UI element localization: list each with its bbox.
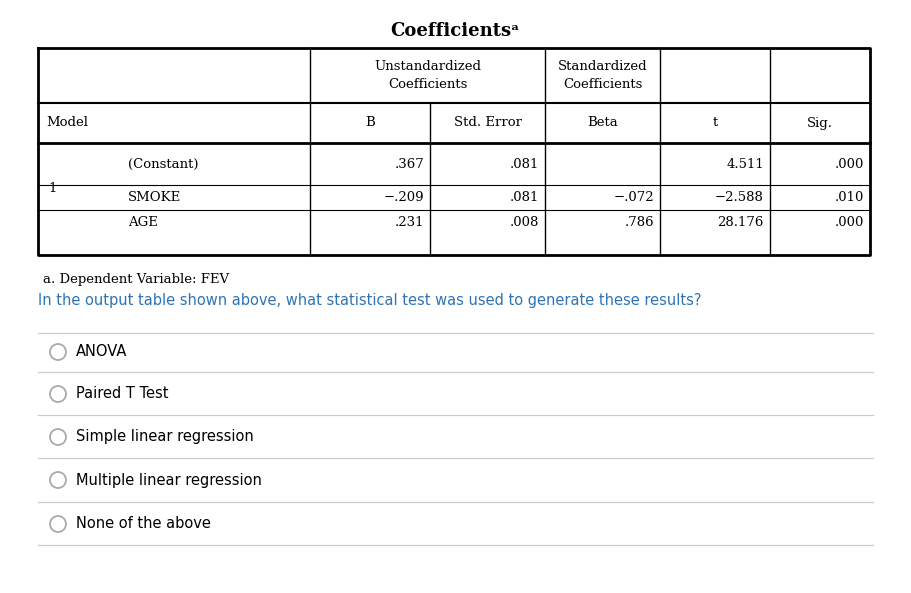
Text: .081: .081	[509, 158, 539, 171]
Text: Model: Model	[46, 116, 88, 129]
Text: Sig.: Sig.	[807, 116, 833, 129]
Text: −.209: −.209	[384, 191, 424, 204]
Text: Beta: Beta	[587, 116, 618, 129]
Text: .000: .000	[834, 216, 864, 229]
Text: Standardized
Coefficients: Standardized Coefficients	[558, 60, 648, 91]
Text: Multiple linear regression: Multiple linear regression	[76, 473, 261, 487]
Text: Coefficientsᵃ: Coefficientsᵃ	[390, 22, 520, 40]
Text: Std. Error: Std. Error	[454, 116, 521, 129]
Text: .367: .367	[394, 158, 424, 171]
Text: Simple linear regression: Simple linear regression	[76, 429, 254, 445]
Text: None of the above: None of the above	[76, 517, 210, 531]
Text: 1: 1	[48, 183, 56, 196]
Text: a. Dependent Variable: FEV: a. Dependent Variable: FEV	[43, 273, 230, 286]
Text: −2.588: −2.588	[715, 191, 764, 204]
Text: −.072: −.072	[613, 191, 654, 204]
Text: 28.176: 28.176	[718, 216, 764, 229]
Text: AGE: AGE	[128, 216, 158, 229]
Text: In the output table shown above, what statistical test was used to generate thes: In the output table shown above, what st…	[38, 293, 701, 308]
Text: .000: .000	[834, 158, 864, 171]
Text: t: t	[712, 116, 718, 129]
Text: B: B	[365, 116, 374, 129]
Text: Unstandardized
Coefficients: Unstandardized Coefficients	[374, 60, 481, 91]
Text: SMOKE: SMOKE	[128, 191, 181, 204]
Text: 4.511: 4.511	[726, 158, 764, 171]
Text: .081: .081	[509, 191, 539, 204]
Text: .008: .008	[509, 216, 539, 229]
Text: ANOVA: ANOVA	[76, 345, 128, 359]
Text: .010: .010	[834, 191, 864, 204]
Text: .231: .231	[394, 216, 424, 229]
Text: Paired T Test: Paired T Test	[76, 387, 169, 401]
Text: (Constant): (Constant)	[128, 158, 199, 171]
Text: .786: .786	[624, 216, 654, 229]
